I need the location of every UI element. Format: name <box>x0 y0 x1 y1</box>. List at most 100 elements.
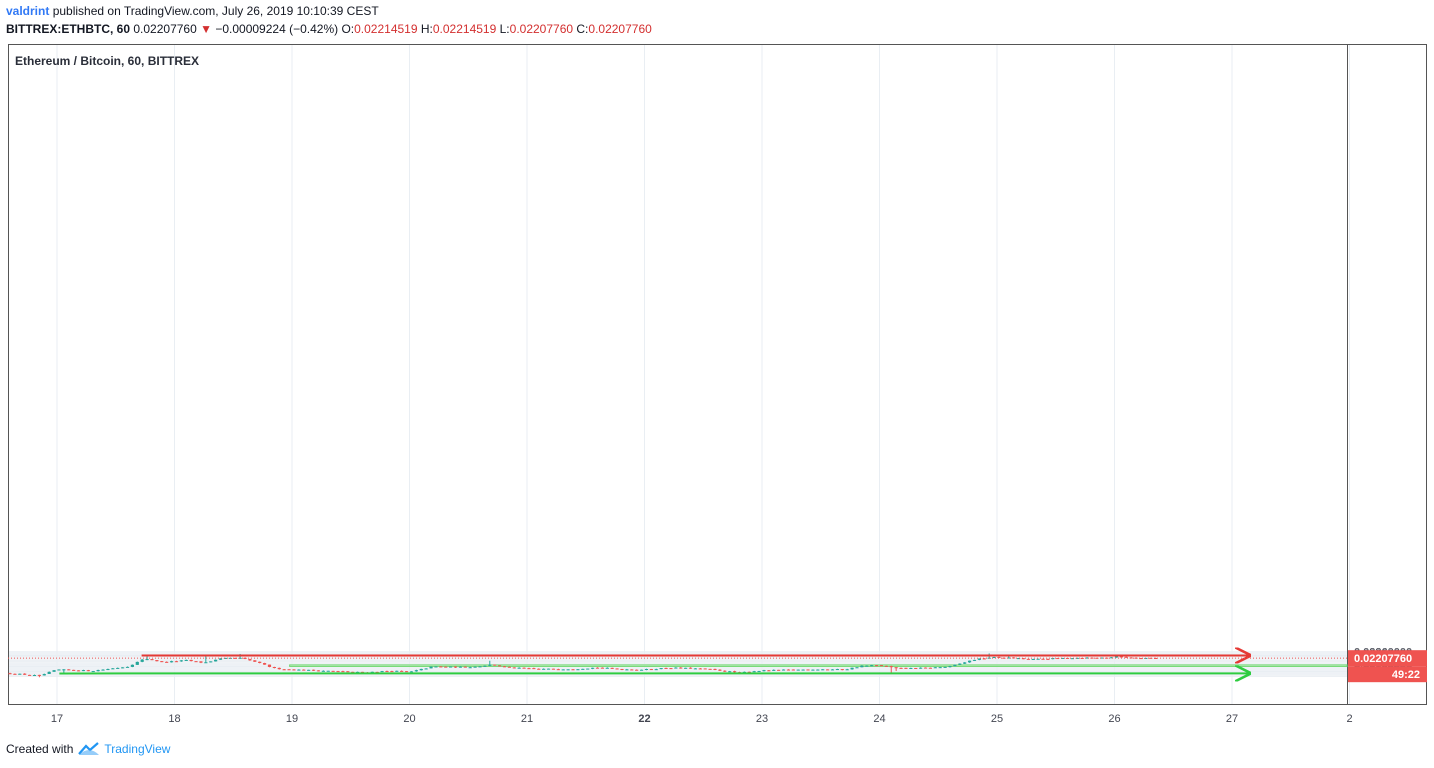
candle <box>914 667 918 669</box>
candle <box>1124 656 1128 658</box>
candle <box>1061 657 1065 659</box>
candle-body <box>517 667 521 669</box>
candle <box>507 666 511 668</box>
candle-body <box>757 671 761 673</box>
candle <box>209 661 213 663</box>
candle <box>684 667 688 669</box>
candle-body <box>72 669 76 671</box>
footer: Created with TradingView <box>6 742 170 756</box>
candle-body <box>860 665 864 668</box>
candle-body <box>992 656 996 658</box>
candle-body <box>135 661 139 665</box>
candle <box>948 665 952 668</box>
candle <box>1114 656 1119 658</box>
candle <box>1016 657 1021 660</box>
candle-body <box>488 664 492 666</box>
candle <box>42 673 46 676</box>
candle-body <box>449 666 453 668</box>
candle-body <box>37 674 41 676</box>
candle-body <box>233 657 237 659</box>
candle-body <box>566 669 570 671</box>
candle-body <box>723 670 727 672</box>
candle-body <box>385 671 389 673</box>
candle-body <box>404 671 409 673</box>
candle-body <box>615 668 619 670</box>
candle-body <box>982 658 986 660</box>
candle-body <box>605 667 609 669</box>
candle <box>997 656 1001 658</box>
candle <box>214 659 218 662</box>
candle <box>919 667 923 669</box>
x-tick-label: 2 <box>1346 713 1352 725</box>
candle <box>1149 657 1153 659</box>
candle-body <box>463 666 467 668</box>
candle <box>850 667 854 670</box>
candle <box>855 667 859 669</box>
candle <box>86 669 90 672</box>
candle-body <box>816 669 820 671</box>
candle <box>551 668 556 670</box>
x-tick-label: 18 <box>168 713 180 725</box>
candle-body <box>542 668 546 670</box>
created-with-text: Created with <box>6 742 74 756</box>
candle <box>732 670 737 673</box>
candle-body <box>777 669 781 671</box>
close-value: 0.02207760 <box>588 22 652 36</box>
candle <box>713 668 717 671</box>
candle-body <box>610 667 614 669</box>
candle-body <box>434 666 438 668</box>
candle-body <box>336 671 340 673</box>
candle <box>424 668 428 670</box>
candle <box>1075 657 1079 659</box>
candle <box>189 659 193 662</box>
candle <box>899 667 903 669</box>
candle-body <box>963 662 967 664</box>
last-price-badge: 0.02207760 49:22 <box>1348 650 1427 683</box>
candle <box>679 667 683 669</box>
candle-body <box>938 667 942 669</box>
candle-body <box>145 659 149 661</box>
x-tick-label: 20 <box>403 713 415 725</box>
candle <box>860 665 864 668</box>
candle <box>659 668 663 670</box>
candle-body <box>1031 658 1035 660</box>
candle-body <box>1114 656 1119 658</box>
candle <box>419 668 423 671</box>
tradingview-brand[interactable]: TradingView <box>104 742 171 756</box>
candle <box>703 668 707 670</box>
candle-body <box>18 673 22 675</box>
x-tick-label: 19 <box>286 713 298 725</box>
candle-body <box>855 667 859 669</box>
candle <box>791 669 795 671</box>
price-change: −0.00009224 (−0.42%) <box>215 22 339 36</box>
candle <box>1056 657 1060 660</box>
candle-body <box>713 668 717 670</box>
candle-body <box>419 668 423 671</box>
candle <box>576 669 580 671</box>
candle-body <box>267 664 272 667</box>
candle-body <box>630 669 634 671</box>
candle-body <box>282 669 286 671</box>
candle <box>463 666 467 668</box>
candle-body <box>13 673 17 675</box>
candle-body <box>400 670 404 672</box>
candle-body <box>101 669 105 671</box>
candle-body <box>527 668 531 670</box>
countdown-badge-bg <box>1348 666 1427 683</box>
down-arrow-icon: ▼ <box>200 22 212 36</box>
author-name[interactable]: valdrint <box>6 4 50 18</box>
candle-body <box>165 661 169 663</box>
candle-body <box>620 668 624 670</box>
open-value: 0.02214519 <box>354 22 418 36</box>
candle-body <box>742 671 746 673</box>
candle-body <box>703 668 707 670</box>
candle-body <box>762 670 766 672</box>
candle <box>591 667 595 670</box>
candle-body <box>1154 657 1158 659</box>
candle-body <box>1149 657 1153 659</box>
candle-body <box>277 667 281 670</box>
candle <box>326 670 330 672</box>
candle <box>248 658 252 661</box>
open-label: O: <box>341 22 355 36</box>
